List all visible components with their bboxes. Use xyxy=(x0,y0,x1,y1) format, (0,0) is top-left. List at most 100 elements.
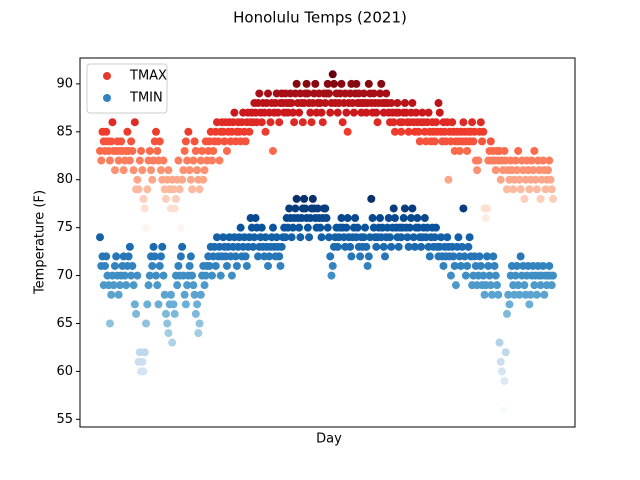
point xyxy=(139,194,148,203)
point xyxy=(469,137,478,146)
point xyxy=(195,319,204,328)
point xyxy=(529,166,538,175)
point xyxy=(161,194,170,203)
point xyxy=(376,89,385,98)
point xyxy=(545,261,554,270)
point xyxy=(516,185,525,194)
point xyxy=(390,214,399,223)
point xyxy=(189,156,198,165)
point xyxy=(161,309,170,318)
point xyxy=(308,194,317,203)
plot-frame xyxy=(79,57,576,428)
point xyxy=(496,175,505,184)
point xyxy=(222,146,231,155)
point xyxy=(179,166,188,175)
point xyxy=(492,281,501,290)
point xyxy=(405,223,414,232)
point xyxy=(143,185,152,194)
point xyxy=(525,185,534,194)
point xyxy=(128,146,137,155)
point xyxy=(459,118,468,127)
point xyxy=(473,166,482,175)
point xyxy=(231,252,240,261)
point xyxy=(275,252,284,261)
point xyxy=(301,204,310,213)
point xyxy=(404,242,413,251)
point xyxy=(514,146,523,155)
point xyxy=(323,223,332,232)
point xyxy=(281,233,290,242)
point xyxy=(127,271,136,280)
point xyxy=(173,281,182,290)
point xyxy=(236,223,245,232)
point xyxy=(501,348,510,357)
y-tick-label: 75 xyxy=(56,220,73,235)
point xyxy=(241,252,250,261)
point xyxy=(163,319,172,328)
point xyxy=(483,204,492,213)
y-tick-label: 60 xyxy=(56,364,73,379)
point xyxy=(333,242,342,251)
point xyxy=(143,300,152,309)
point xyxy=(349,108,358,117)
point xyxy=(105,156,114,165)
point xyxy=(178,242,187,251)
point xyxy=(302,79,311,88)
legend-label: TMAX xyxy=(129,69,167,84)
point xyxy=(454,233,463,242)
point xyxy=(352,79,361,88)
point xyxy=(321,99,330,108)
point xyxy=(130,300,139,309)
point xyxy=(532,185,541,194)
point xyxy=(114,156,123,165)
legend-label: TMIN xyxy=(129,91,163,106)
point xyxy=(461,271,470,280)
point xyxy=(356,252,365,261)
point xyxy=(153,146,162,155)
point xyxy=(142,319,151,328)
point xyxy=(509,185,518,194)
point xyxy=(502,309,511,318)
point xyxy=(432,118,441,127)
point xyxy=(185,261,194,270)
point xyxy=(169,185,178,194)
point xyxy=(96,233,104,242)
point xyxy=(170,204,179,213)
point xyxy=(446,271,455,280)
point xyxy=(532,290,541,299)
point xyxy=(379,242,388,251)
point xyxy=(329,79,338,88)
point xyxy=(483,252,492,261)
point xyxy=(338,118,347,127)
point xyxy=(133,175,142,184)
point xyxy=(474,156,483,165)
point xyxy=(404,127,413,136)
point xyxy=(160,290,169,299)
point xyxy=(415,137,424,146)
point xyxy=(251,214,260,223)
point xyxy=(323,79,332,88)
point xyxy=(389,204,398,213)
point xyxy=(255,89,264,98)
point xyxy=(303,223,312,232)
point xyxy=(205,261,214,270)
y-axis-label: Temperature (F) xyxy=(33,190,48,295)
point xyxy=(525,300,534,309)
point xyxy=(108,118,117,127)
point xyxy=(186,252,195,261)
point xyxy=(266,118,275,127)
point xyxy=(257,223,266,232)
point xyxy=(191,309,200,318)
point xyxy=(397,233,406,242)
point xyxy=(291,204,300,213)
point xyxy=(494,290,503,299)
point xyxy=(132,309,141,318)
point xyxy=(169,300,178,309)
point xyxy=(353,223,362,232)
point xyxy=(394,242,403,251)
point xyxy=(144,281,153,290)
point xyxy=(490,261,499,270)
point xyxy=(496,357,505,366)
point xyxy=(328,261,337,270)
